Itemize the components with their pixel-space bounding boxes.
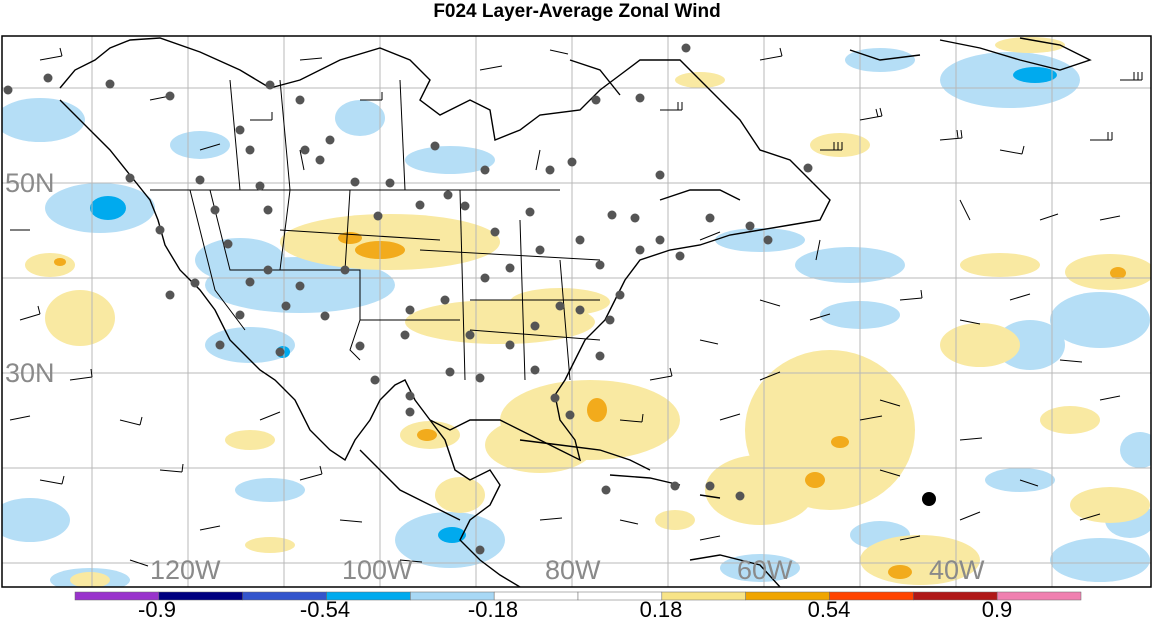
- graticule: [2, 36, 1151, 587]
- lon-label-120w: 120W: [150, 555, 221, 585]
- colorbar: [74, 591, 1082, 601]
- lon-label-100w: 100W: [342, 555, 413, 585]
- strong-negative-regions: [90, 67, 1057, 543]
- tropical-storm-marker: [922, 492, 936, 506]
- strong-positive-regions: [54, 232, 1126, 579]
- colorbar-tick-label: 0.54: [807, 597, 851, 622]
- positive-anomaly-regions: [25, 37, 1151, 587]
- map-frame: [1, 35, 1152, 588]
- colorbar-tick-label: -0.54: [299, 597, 351, 622]
- colorbar-swatch: [996, 591, 1082, 601]
- colorbar-tick-label: -0.18: [467, 597, 519, 622]
- lon-label-80w: 80W: [545, 555, 601, 585]
- lat-label-30n: 30N: [5, 358, 55, 388]
- colorbar-tick-label: -0.9: [138, 597, 176, 622]
- negative-anomaly-regions: [2, 48, 1151, 587]
- state-borders: [150, 79, 601, 381]
- lon-label-40w: 40W: [929, 555, 985, 585]
- wind-barbs: [9, 47, 1143, 567]
- station-markers: [3, 43, 813, 555]
- map-title: F024 Layer-Average Zonal Wind: [433, 1, 721, 22]
- colorbar-tick-label: 0.18: [639, 597, 683, 622]
- coastlines: [59, 37, 1092, 587]
- lon-label-60w: 60W: [737, 555, 793, 585]
- map-panel: [1, 35, 1152, 588]
- colorbar-tick-label: 0.9: [981, 597, 1013, 622]
- lat-label-50n: 50N: [5, 168, 55, 198]
